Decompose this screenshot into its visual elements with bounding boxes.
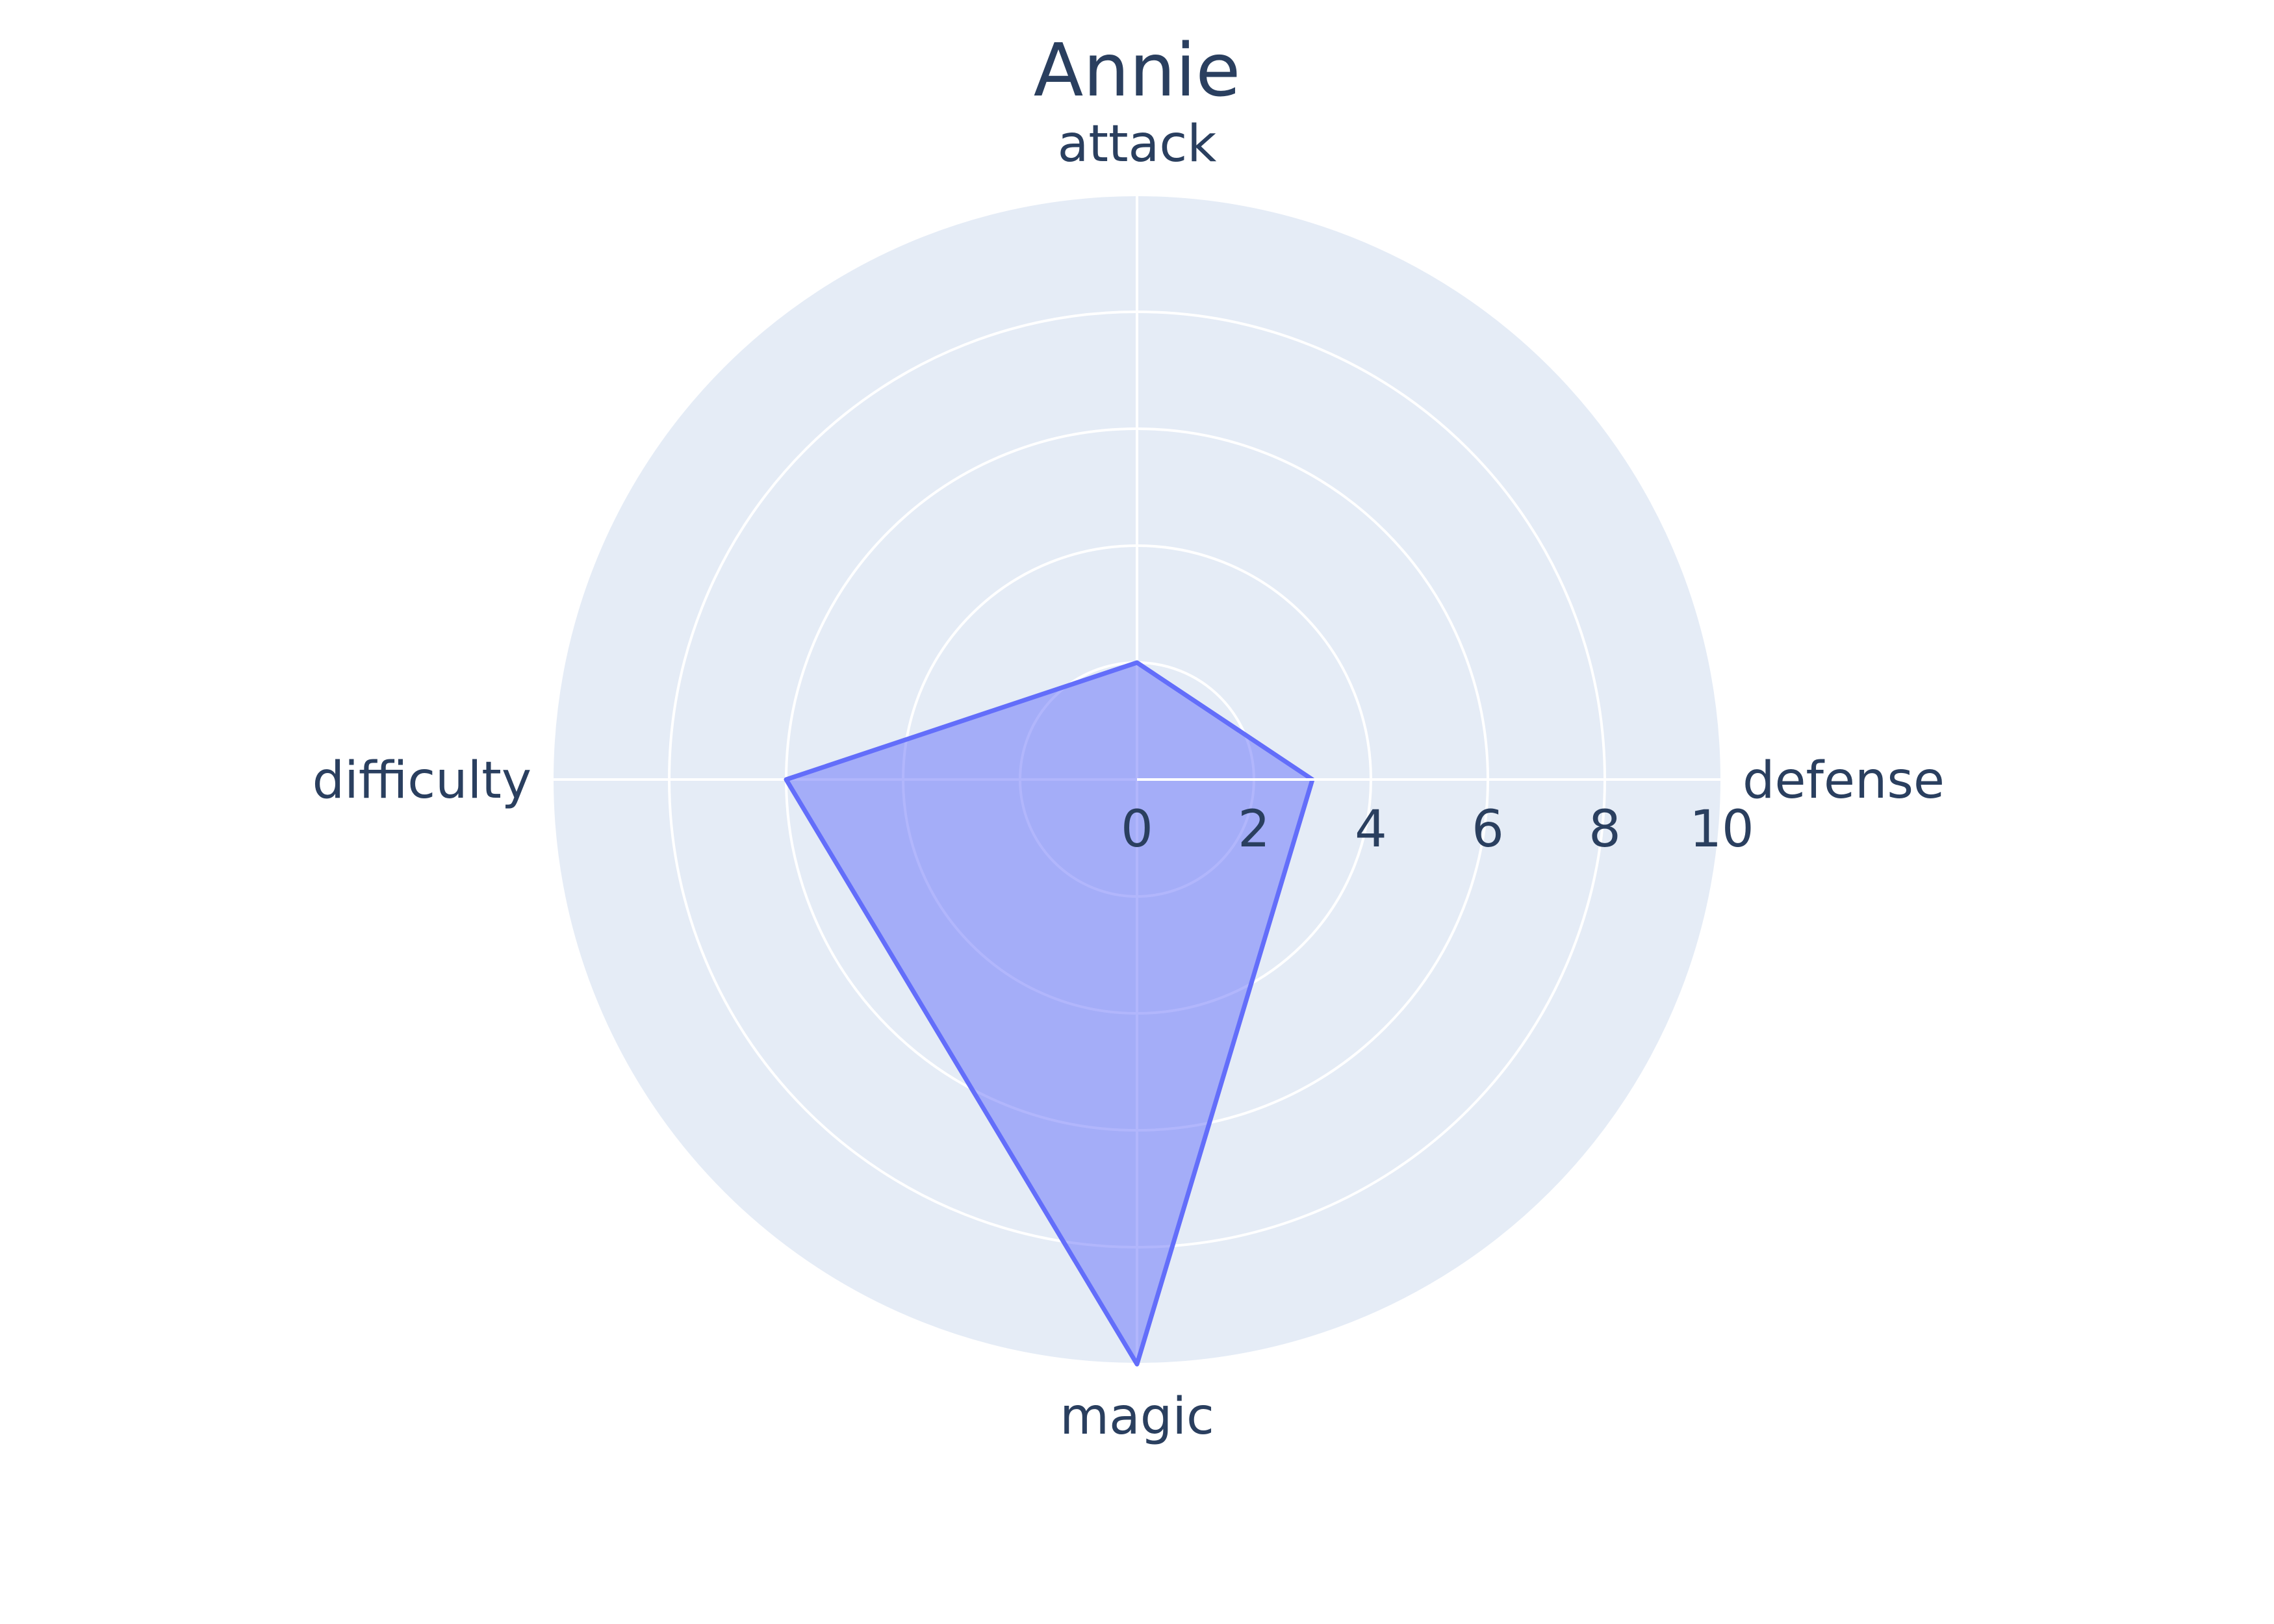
angular-axis-labels: attack defense magic difficulty bbox=[313, 115, 1945, 1446]
series-area bbox=[784, 660, 1315, 1367]
axis-label-difficulty: difficulty bbox=[313, 752, 531, 810]
axis-label-defense: defense bbox=[1743, 752, 1945, 810]
radial-tick-label: 6 bbox=[1472, 800, 1504, 859]
radial-tick-label: 4 bbox=[1355, 800, 1387, 859]
chart-title: Annie bbox=[1034, 29, 1241, 113]
radial-tick-label: 2 bbox=[1238, 800, 1270, 859]
radial-tick-label: 0 bbox=[1121, 800, 1153, 859]
series-layer bbox=[784, 660, 1315, 1367]
radial-axis: 0 2 4 6 8 10 bbox=[1121, 778, 1754, 859]
radial-tick-label: 8 bbox=[1589, 800, 1621, 859]
axis-label-magic: magic bbox=[1060, 1388, 1214, 1446]
axis-label-attack: attack bbox=[1058, 115, 1217, 173]
radial-tick-label: 10 bbox=[1689, 800, 1754, 859]
